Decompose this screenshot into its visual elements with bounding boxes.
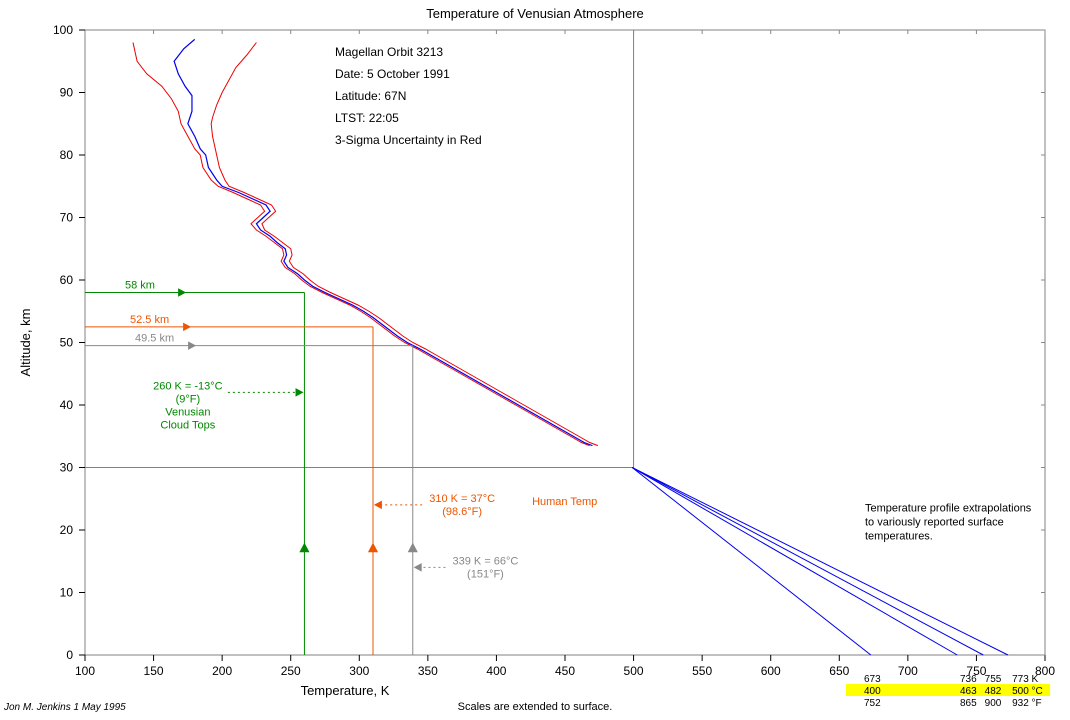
x-axis-label: Temperature, K: [301, 683, 390, 698]
y-tick-label: 80: [60, 148, 74, 162]
surface-table-cell: 773 K: [1012, 674, 1038, 685]
extrapolation-note: to variously reported surface: [865, 516, 1004, 528]
marker-cloud-tops-alt-label: 58 km: [125, 280, 155, 292]
marker-cloud-tops-temp-label: Venusian: [165, 406, 210, 418]
info-box-line: 3-Sigma Uncertainty in Red: [335, 133, 482, 147]
surface-table-cell: 736: [960, 674, 977, 685]
surface-table-cell: 865: [960, 698, 977, 709]
surface-table-cell: 482: [985, 686, 1002, 697]
y-tick-label: 50: [60, 336, 74, 350]
surface-table-cell: 752: [864, 698, 881, 709]
marker-cloud-tops-temp-label: (9°F): [176, 393, 201, 405]
chart-root: 1001502002503003504004505005506006507007…: [0, 0, 1070, 720]
surface-table-cell: 500 °C: [1012, 686, 1043, 697]
y-tick-label: 70: [60, 211, 74, 225]
y-tick-label: 40: [60, 398, 74, 412]
y-tick-label: 10: [60, 586, 74, 600]
surface-table-cell: 755: [985, 674, 1002, 685]
marker-human-temp-extra-label: Human Temp: [532, 496, 597, 508]
surface-table-cell: 400: [864, 686, 881, 697]
marker-grey-marker-temp-label: (151°F): [467, 568, 504, 580]
extrapolation-note: temperatures.: [865, 530, 933, 542]
x-tick-label: 100: [75, 664, 95, 678]
y-tick-label: 100: [53, 23, 73, 37]
y-tick-label: 20: [60, 523, 74, 537]
x-tick-label: 500: [624, 664, 644, 678]
chart-title: Temperature of Venusian Atmosphere: [426, 6, 644, 21]
footer-author: Jon M. Jenkins 1 May 1995: [3, 702, 126, 713]
surface-table-cell: 463: [960, 686, 977, 697]
info-box-line: Date: 5 October 1991: [335, 67, 450, 81]
y-tick-label: 60: [60, 273, 74, 287]
marker-human-temp-alt-label: 52.5 km: [130, 314, 169, 326]
marker-cloud-tops-temp-label: Cloud Tops: [160, 419, 215, 431]
x-tick-label: 300: [349, 664, 369, 678]
x-tick-label: 350: [418, 664, 438, 678]
chart-svg: 1001502002503003504004505005506006507007…: [0, 0, 1070, 720]
surface-table-cell: 673: [864, 674, 881, 685]
x-tick-label: 150: [144, 664, 164, 678]
marker-human-temp-temp-label: (98.6°F): [442, 506, 482, 518]
y-tick-label: 30: [60, 461, 74, 475]
surface-table-cell: 932 °F: [1012, 698, 1042, 709]
x-tick-label: 600: [761, 664, 781, 678]
x-tick-label: 550: [692, 664, 712, 678]
x-tick-label: 400: [486, 664, 506, 678]
info-box-line: LTST: 22:05: [335, 111, 399, 125]
y-tick-label: 0: [66, 648, 73, 662]
extrapolation-note: Temperature profile extrapolations: [865, 502, 1032, 514]
x-tick-label: 650: [829, 664, 849, 678]
info-box-line: Latitude: 67N: [335, 89, 406, 103]
y-axis-label: Altitude, km: [18, 309, 33, 377]
marker-grey-marker-temp-label: 339 K = 66°C: [453, 555, 519, 567]
x-tick-label: 250: [281, 664, 301, 678]
marker-grey-marker-alt-label: 49.5 km: [135, 333, 174, 345]
marker-cloud-tops-temp-label: 260 K = -13°C: [153, 380, 223, 392]
marker-human-temp-temp-label: 310 K = 37°C: [429, 493, 495, 505]
info-box-line: Magellan Orbit 3213: [335, 45, 443, 59]
x-tick-label: 700: [898, 664, 918, 678]
y-tick-label: 90: [60, 86, 74, 100]
surface-table-cell: 900: [985, 698, 1002, 709]
x-tick-label: 200: [212, 664, 232, 678]
footer-note: Scales are extended to surface.: [458, 701, 613, 713]
x-tick-label: 450: [555, 664, 575, 678]
